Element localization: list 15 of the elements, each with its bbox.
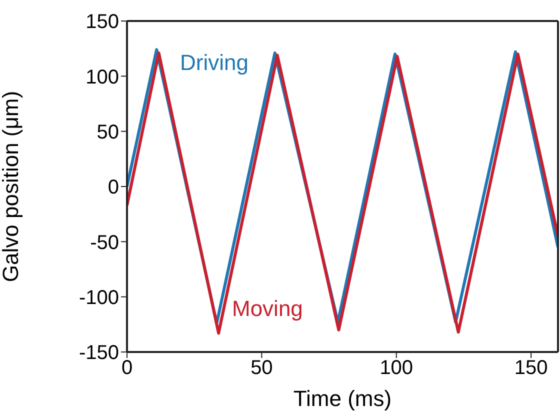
x-tick-label: 150 — [514, 357, 548, 380]
y-tick-label: 50 — [96, 121, 119, 144]
y-axis-title: Galvo position (μm) — [0, 90, 23, 282]
y-tick-label: -150 — [78, 342, 119, 364]
y-tick-label: -100 — [78, 286, 119, 309]
y-tick-label: 100 — [86, 66, 119, 88]
x-tick-label: 50 — [250, 357, 273, 380]
series-label: Driving — [180, 50, 248, 76]
x-axis-title: Time (ms) — [293, 386, 392, 411]
y-tick-label: 150 — [86, 11, 119, 34]
x-tick-label: 100 — [380, 357, 414, 380]
x-tick-label: 0 — [121, 357, 133, 380]
y-tick-label: 0 — [108, 176, 119, 199]
series-label: Moving — [232, 296, 303, 322]
y-tick-label: -50 — [90, 232, 119, 254]
